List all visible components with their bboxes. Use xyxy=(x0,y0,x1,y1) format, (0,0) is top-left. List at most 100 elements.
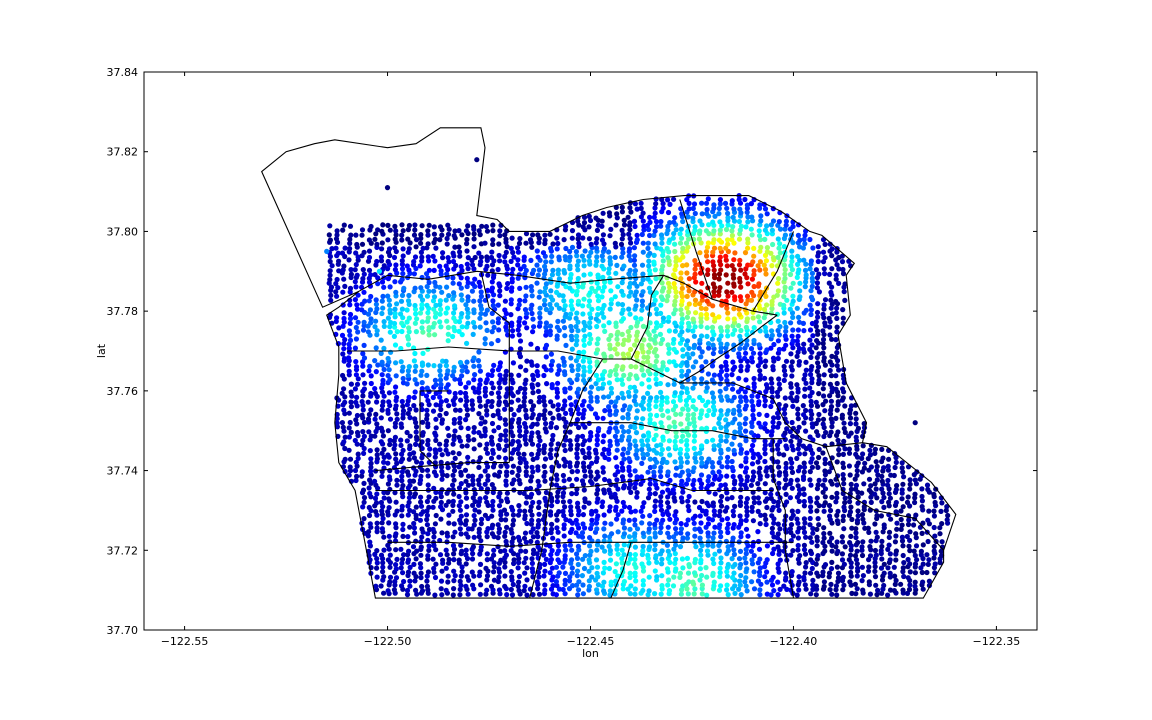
data-point xyxy=(828,289,834,295)
data-point xyxy=(580,311,586,317)
data-point xyxy=(543,320,550,326)
data-point xyxy=(633,443,639,449)
data-point xyxy=(836,266,842,272)
data-point xyxy=(796,587,802,593)
data-point xyxy=(516,477,522,483)
data-point xyxy=(711,289,717,295)
data-point xyxy=(820,350,826,356)
data-point xyxy=(684,338,691,344)
data-point xyxy=(937,531,943,537)
data-point xyxy=(893,533,899,539)
data-point xyxy=(644,359,651,365)
data-point xyxy=(484,587,490,593)
data-point xyxy=(821,583,827,590)
data-point xyxy=(392,279,398,285)
data-point xyxy=(670,487,676,493)
data-point xyxy=(725,454,731,460)
data-point xyxy=(446,499,452,505)
data-point xyxy=(451,417,457,423)
data-point xyxy=(476,430,482,436)
data-point xyxy=(535,382,541,388)
data-point xyxy=(392,579,398,585)
data-point xyxy=(600,376,606,382)
data-point xyxy=(476,363,482,369)
data-point xyxy=(796,267,802,273)
data-point xyxy=(606,336,612,342)
data-point xyxy=(432,592,438,598)
data-point xyxy=(471,522,477,528)
data-point xyxy=(658,294,665,300)
data-point xyxy=(796,424,802,430)
data-point xyxy=(755,451,761,457)
data-point xyxy=(887,570,893,576)
data-point xyxy=(690,364,696,370)
data-point xyxy=(842,297,848,303)
data-point xyxy=(536,294,542,300)
data-point xyxy=(450,502,456,508)
data-point xyxy=(699,582,706,588)
data-point xyxy=(576,411,582,417)
data-point xyxy=(854,573,860,579)
data-point xyxy=(569,491,575,497)
data-point xyxy=(886,534,892,541)
data-point xyxy=(522,298,528,304)
data-point xyxy=(334,276,340,283)
data-point xyxy=(346,368,352,374)
data-point xyxy=(848,430,854,436)
data-point xyxy=(633,373,639,379)
data-point xyxy=(594,564,601,570)
data-point xyxy=(438,586,444,592)
data-point xyxy=(605,447,612,453)
data-point xyxy=(488,254,495,261)
data-point xyxy=(788,364,794,370)
data-point xyxy=(593,316,599,322)
data-point xyxy=(418,570,424,576)
data-point xyxy=(640,455,647,461)
data-point xyxy=(626,434,632,440)
data-point xyxy=(807,266,813,272)
data-point xyxy=(542,267,549,273)
data-point xyxy=(360,487,367,493)
data-point xyxy=(443,358,449,364)
data-point xyxy=(393,562,399,568)
data-point xyxy=(885,467,892,473)
data-point xyxy=(531,267,537,273)
data-point xyxy=(502,447,508,453)
data-point xyxy=(620,307,626,313)
data-point xyxy=(777,586,783,593)
data-point xyxy=(829,266,835,272)
data-point xyxy=(645,495,652,501)
data-point xyxy=(353,372,359,378)
data-point xyxy=(579,530,586,536)
data-point xyxy=(904,499,911,505)
data-point xyxy=(745,533,751,539)
data-point xyxy=(613,371,619,378)
data-point xyxy=(828,398,835,404)
data-point xyxy=(431,267,437,273)
data-point xyxy=(444,461,451,467)
data-point xyxy=(530,534,537,540)
data-point xyxy=(381,323,387,329)
data-point xyxy=(671,419,677,425)
data-point xyxy=(529,293,535,299)
data-point xyxy=(938,508,944,514)
data-point xyxy=(398,565,404,571)
data-point xyxy=(794,274,800,280)
data-point xyxy=(437,298,443,304)
data-point xyxy=(652,591,658,597)
data-point xyxy=(628,363,634,370)
data-point xyxy=(846,463,853,469)
data-point xyxy=(839,259,846,265)
data-point xyxy=(848,564,854,570)
data-point xyxy=(794,338,800,344)
data-point xyxy=(490,319,496,325)
data-point xyxy=(543,281,550,287)
data-point xyxy=(613,561,620,567)
data-point xyxy=(412,368,418,374)
data-point xyxy=(634,474,640,480)
data-point xyxy=(690,482,696,488)
data-point xyxy=(437,319,443,325)
data-point xyxy=(361,480,367,486)
data-point xyxy=(379,407,385,413)
data-point xyxy=(451,468,458,474)
